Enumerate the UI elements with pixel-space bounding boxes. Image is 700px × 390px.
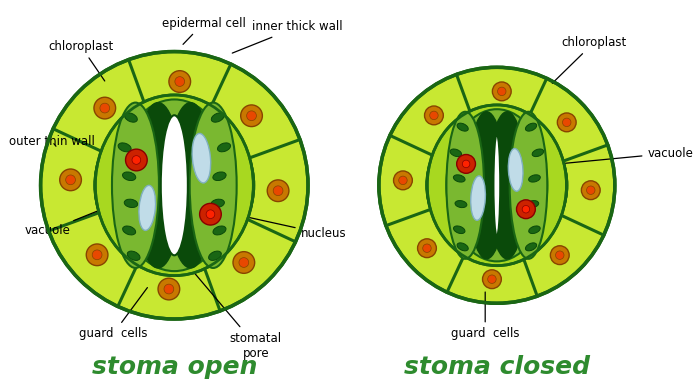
Ellipse shape	[470, 176, 485, 220]
Ellipse shape	[213, 226, 226, 235]
Circle shape	[427, 115, 567, 255]
Ellipse shape	[532, 149, 544, 157]
Ellipse shape	[489, 112, 526, 259]
Circle shape	[66, 175, 76, 185]
Ellipse shape	[211, 113, 224, 122]
Ellipse shape	[122, 226, 136, 235]
Ellipse shape	[528, 175, 540, 182]
Ellipse shape	[218, 143, 230, 152]
Circle shape	[199, 203, 221, 225]
Circle shape	[556, 251, 564, 259]
Text: vacuole: vacuole	[25, 198, 130, 238]
Ellipse shape	[167, 103, 214, 268]
Circle shape	[498, 87, 506, 96]
Ellipse shape	[134, 103, 181, 268]
Ellipse shape	[450, 149, 461, 157]
Ellipse shape	[139, 185, 155, 230]
Ellipse shape	[457, 243, 468, 251]
Circle shape	[379, 67, 615, 303]
Text: guard  cells: guard cells	[79, 287, 148, 340]
Circle shape	[241, 105, 262, 127]
Ellipse shape	[116, 99, 233, 271]
Circle shape	[239, 258, 248, 268]
Text: vacuole: vacuole	[551, 147, 693, 165]
Ellipse shape	[526, 243, 537, 251]
Text: epidermal cell: epidermal cell	[162, 16, 246, 44]
Text: stoma closed: stoma closed	[404, 355, 590, 379]
Ellipse shape	[508, 149, 523, 191]
Ellipse shape	[427, 105, 566, 266]
Ellipse shape	[127, 251, 140, 261]
Circle shape	[94, 97, 116, 119]
Circle shape	[86, 244, 108, 266]
Circle shape	[482, 270, 501, 289]
Ellipse shape	[161, 115, 188, 255]
Circle shape	[393, 171, 412, 190]
Circle shape	[94, 106, 254, 265]
Circle shape	[125, 149, 147, 171]
Circle shape	[233, 252, 255, 273]
Text: stomatal
pore: stomatal pore	[188, 265, 282, 360]
Ellipse shape	[112, 103, 159, 268]
Circle shape	[206, 210, 215, 218]
Ellipse shape	[454, 226, 465, 234]
Circle shape	[60, 169, 81, 191]
Ellipse shape	[209, 251, 221, 261]
Circle shape	[399, 176, 407, 184]
Circle shape	[175, 77, 185, 87]
Circle shape	[100, 103, 110, 113]
Circle shape	[492, 82, 511, 101]
Circle shape	[582, 181, 600, 200]
Circle shape	[132, 156, 141, 164]
Circle shape	[164, 284, 174, 294]
Circle shape	[557, 113, 576, 132]
Circle shape	[267, 180, 289, 202]
Ellipse shape	[454, 175, 465, 182]
Ellipse shape	[510, 112, 547, 259]
Circle shape	[41, 51, 308, 319]
Ellipse shape	[125, 113, 137, 122]
Circle shape	[456, 154, 475, 173]
Ellipse shape	[494, 134, 500, 237]
Ellipse shape	[447, 112, 484, 259]
Circle shape	[273, 186, 283, 196]
Circle shape	[430, 111, 438, 120]
Text: outer thin wall: outer thin wall	[9, 135, 95, 148]
Text: inner thick wall: inner thick wall	[232, 20, 343, 53]
Circle shape	[563, 118, 571, 127]
Ellipse shape	[457, 123, 468, 131]
Circle shape	[423, 244, 431, 252]
Ellipse shape	[213, 172, 226, 181]
Text: guard  cells: guard cells	[451, 292, 519, 340]
Circle shape	[169, 71, 190, 92]
Ellipse shape	[211, 199, 225, 207]
Ellipse shape	[124, 199, 138, 207]
Circle shape	[424, 106, 443, 125]
Circle shape	[158, 278, 180, 300]
Circle shape	[418, 239, 436, 258]
Ellipse shape	[526, 123, 537, 131]
Circle shape	[246, 111, 256, 121]
Ellipse shape	[455, 200, 467, 207]
Ellipse shape	[468, 112, 505, 259]
Circle shape	[550, 246, 569, 264]
Ellipse shape	[528, 226, 540, 234]
Circle shape	[517, 200, 536, 219]
Ellipse shape	[193, 133, 211, 183]
Circle shape	[587, 186, 595, 195]
Text: chloroplast: chloroplast	[552, 36, 626, 83]
Circle shape	[92, 250, 102, 260]
Ellipse shape	[122, 172, 136, 181]
Ellipse shape	[190, 103, 237, 268]
Text: nucleus: nucleus	[216, 210, 346, 240]
Ellipse shape	[118, 143, 131, 152]
Ellipse shape	[95, 95, 253, 276]
Circle shape	[488, 275, 496, 284]
Text: stoma open: stoma open	[92, 355, 257, 379]
Ellipse shape	[447, 109, 547, 261]
Ellipse shape	[527, 200, 539, 207]
Circle shape	[462, 160, 470, 168]
Text: chloroplast: chloroplast	[48, 40, 113, 81]
Circle shape	[522, 206, 530, 213]
